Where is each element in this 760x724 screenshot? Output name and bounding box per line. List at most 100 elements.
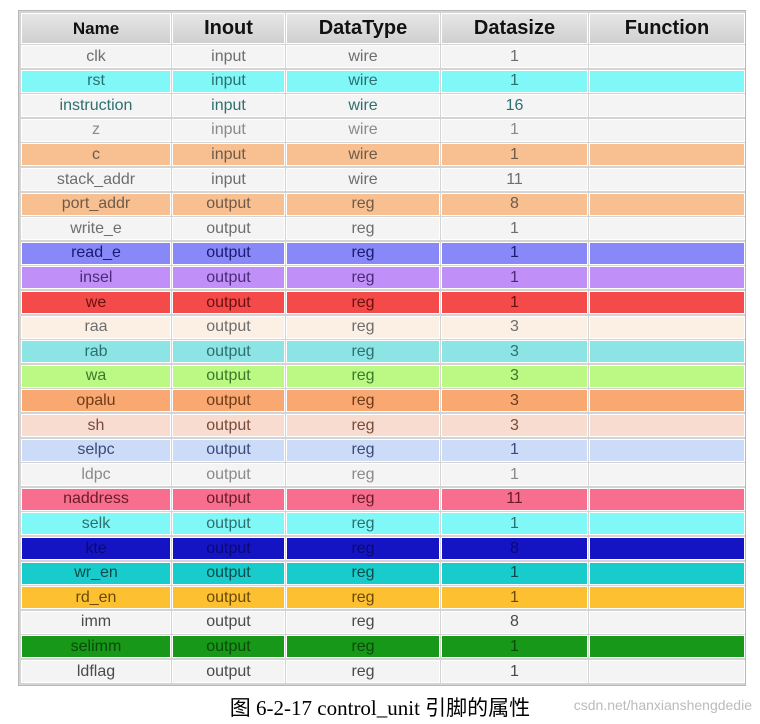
cell-datasize: 11 [441, 487, 588, 511]
cell-name: selimm [21, 635, 171, 659]
cell-name: imm [21, 610, 171, 634]
cell-inout: output [172, 586, 285, 610]
table-row[interactable]: insel output reg 1 [21, 266, 745, 290]
watermark-text: csdn.net/hanxianshengdedie [573, 697, 752, 713]
cell-name: z [21, 118, 171, 142]
table-row[interactable]: rst input wire 1 [21, 69, 745, 93]
cell-datasize: 1 [441, 118, 588, 142]
cell-name: we [21, 291, 171, 314]
header-datatype[interactable]: DataType [286, 13, 440, 44]
cell-datasize: 1 [441, 438, 588, 462]
cell-function [589, 45, 745, 68]
cell-inout: output [172, 610, 285, 634]
cell-datasize: 8 [441, 610, 588, 634]
cell-inout: output [172, 512, 285, 536]
cell-datasize: 1 [441, 266, 588, 290]
cell-function [589, 340, 745, 364]
cell-datasize: 1 [441, 586, 588, 610]
cell-datasize: 1 [441, 512, 588, 536]
table-row[interactable]: rab output reg 3 [21, 340, 745, 364]
cell-datatype: reg [286, 340, 440, 364]
cell-function [589, 241, 745, 265]
cell-datatype: reg [286, 635, 440, 659]
cell-function [589, 266, 745, 290]
header-function[interactable]: Function [589, 13, 745, 44]
cell-datatype: reg [286, 414, 440, 437]
cell-datatype: reg [286, 217, 440, 241]
cell-function [589, 512, 745, 536]
table-row[interactable]: z input wire 1 [21, 118, 745, 142]
cell-datatype: wire [286, 69, 440, 93]
cell-function [589, 537, 745, 560]
table-row[interactable]: clk input wire 1 [21, 45, 745, 68]
cell-datatype: reg [286, 561, 440, 585]
header-name[interactable]: Name [21, 13, 171, 44]
cell-datatype: reg [286, 266, 440, 290]
cell-function [589, 635, 745, 659]
cell-inout: output [172, 291, 285, 314]
cell-function [589, 217, 745, 241]
cell-inout: output [172, 660, 285, 683]
table-row[interactable]: write_e output reg 1 [21, 217, 745, 241]
cell-name: wa [21, 364, 171, 388]
cell-datasize: 3 [441, 364, 588, 388]
cell-inout: output [172, 463, 285, 487]
table-row[interactable]: instruction input wire 16 [21, 94, 745, 118]
cell-datasize: 16 [441, 94, 588, 118]
cell-inout: input [172, 45, 285, 68]
figure-caption: 图 6-2-17 control_unit 引脚的属性 [229, 696, 531, 720]
cell-datatype: wire [286, 168, 440, 191]
cell-function [589, 438, 745, 462]
cell-name: naddress [21, 487, 171, 511]
cell-function [589, 561, 745, 585]
cell-datasize: 8 [441, 192, 588, 216]
cell-function [589, 192, 745, 216]
cell-datatype: reg [286, 364, 440, 388]
cell-datasize: 8 [441, 537, 588, 560]
cell-name: raa [21, 315, 171, 339]
table-row[interactable]: c input wire 1 [21, 143, 745, 167]
cell-function [589, 660, 745, 683]
table-row[interactable]: opalu output reg 3 [21, 389, 745, 413]
table-row[interactable]: wr_en output reg 1 [21, 561, 745, 585]
table-row[interactable]: imm output reg 8 [21, 610, 745, 634]
table-row[interactable]: port_addr output reg 8 [21, 192, 745, 216]
cell-name: selk [21, 512, 171, 536]
table-row[interactable]: sh output reg 3 [21, 414, 745, 437]
table-row[interactable]: raa output reg 3 [21, 315, 745, 339]
table-row[interactable]: wa output reg 3 [21, 364, 745, 388]
table-row[interactable]: ldflag output reg 1 [21, 660, 745, 683]
cell-name: clk [21, 45, 171, 68]
table-row[interactable]: naddress output reg 11 [21, 487, 745, 511]
header-datasize[interactable]: Datasize [441, 13, 588, 44]
table-row[interactable]: rd_en output reg 1 [21, 586, 745, 610]
cell-datasize: 1 [441, 660, 588, 683]
table-row[interactable]: selpc output reg 1 [21, 438, 745, 462]
cell-inout: output [172, 635, 285, 659]
cell-inout: output [172, 266, 285, 290]
cell-inout: output [172, 217, 285, 241]
table-row[interactable]: read_e output reg 1 [21, 241, 745, 265]
cell-name: kte [21, 537, 171, 560]
cell-function [589, 168, 745, 191]
table-row[interactable]: ldpc output reg 1 [21, 463, 745, 487]
table-row[interactable]: kte output reg 8 [21, 537, 745, 560]
table-row[interactable]: selimm output reg 1 [21, 635, 745, 659]
cell-datasize: 1 [441, 45, 588, 68]
header-inout[interactable]: Inout [172, 13, 285, 44]
table-header: Name Inout DataType Datasize Function [21, 13, 745, 44]
table-row[interactable]: selk output reg 1 [21, 512, 745, 536]
cell-function [589, 389, 745, 413]
cell-function [589, 94, 745, 118]
cell-function [589, 69, 745, 93]
cell-name: insel [21, 266, 171, 290]
cell-datasize: 1 [441, 69, 588, 93]
table-row[interactable]: stack_addr input wire 11 [21, 168, 745, 191]
cell-inout: output [172, 389, 285, 413]
cell-datasize: 11 [441, 168, 588, 191]
table-row[interactable]: we output reg 1 [21, 291, 745, 314]
cell-datasize: 1 [441, 143, 588, 167]
cell-inout: output [172, 414, 285, 437]
cell-datatype: wire [286, 45, 440, 68]
cell-inout: output [172, 315, 285, 339]
